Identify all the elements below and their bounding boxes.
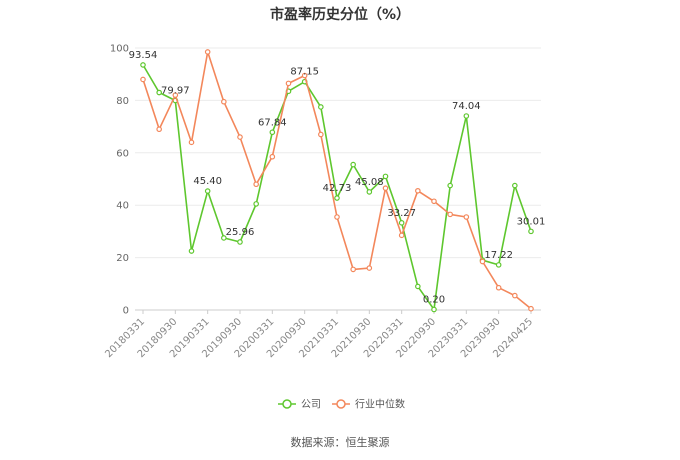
legend-label: 行业中位数 xyxy=(355,398,405,411)
data-point xyxy=(221,98,227,105)
y-tick-label: 20 xyxy=(116,253,129,264)
data-label: 67.84 xyxy=(258,117,287,128)
data-point xyxy=(140,62,146,68)
data-point xyxy=(269,129,276,136)
data-point xyxy=(463,113,470,119)
data-point xyxy=(447,211,453,218)
data-point xyxy=(156,126,162,133)
data-point xyxy=(479,258,486,265)
data-label: 42.73 xyxy=(323,183,352,194)
chart-title: 市盈率历史分位（%） xyxy=(269,7,411,23)
data-point xyxy=(253,201,259,207)
data-point xyxy=(285,80,292,87)
data-point xyxy=(301,72,308,79)
data-point xyxy=(334,195,340,201)
data-label: 45.08 xyxy=(355,177,384,188)
data-point xyxy=(237,239,243,245)
data-label: 30.01 xyxy=(517,216,546,227)
legend-swatch-marker xyxy=(336,399,346,409)
data-label: 0.20 xyxy=(423,294,445,305)
data-point xyxy=(382,185,389,191)
data-point xyxy=(204,49,211,55)
data-point xyxy=(156,89,162,96)
y-tick-label: 80 xyxy=(116,96,129,107)
data-point xyxy=(495,262,502,268)
data-point xyxy=(237,134,243,140)
y-tick-label: 100 xyxy=(110,44,129,55)
data-point xyxy=(447,182,453,189)
data-point xyxy=(398,220,405,226)
data-point xyxy=(366,265,373,271)
data-point xyxy=(528,305,534,312)
legend-label: 公司 xyxy=(301,400,321,411)
legend-swatch-marker xyxy=(282,399,292,409)
data-point xyxy=(221,235,227,241)
y-tick-label: 60 xyxy=(116,148,129,159)
data-point xyxy=(463,214,470,220)
data-point xyxy=(528,228,534,235)
data-label: 17.22 xyxy=(484,250,513,261)
y-tick-label: 40 xyxy=(116,201,129,212)
data-point xyxy=(495,284,502,291)
data-label: 79.97 xyxy=(161,85,190,96)
data-point xyxy=(172,92,179,98)
data-point xyxy=(253,181,259,188)
data-label: 45.40 xyxy=(193,176,222,187)
data-point xyxy=(350,161,356,168)
data-point xyxy=(318,104,324,110)
data-label: 93.54 xyxy=(129,50,158,61)
source-note: 数据来源：恒生聚源 xyxy=(290,436,390,449)
data-point xyxy=(431,198,437,205)
data-point xyxy=(512,292,518,299)
data-point xyxy=(415,187,421,194)
data-point xyxy=(188,139,195,146)
data-label: 87.15 xyxy=(290,67,319,78)
data-point xyxy=(204,188,211,194)
data-point xyxy=(269,153,276,160)
data-label: 74.04 xyxy=(452,101,481,112)
data-label: 25.96 xyxy=(226,227,255,238)
data-point xyxy=(431,306,437,313)
data-point xyxy=(350,266,356,273)
data-point xyxy=(382,173,389,180)
y-tick-label: 0 xyxy=(123,306,129,317)
data-point xyxy=(140,76,146,83)
data-point xyxy=(512,182,518,189)
data-point xyxy=(415,283,421,290)
data-point xyxy=(334,214,340,220)
data-point xyxy=(366,189,373,195)
data-point xyxy=(398,232,405,239)
data-point xyxy=(318,131,324,138)
data-label: 33.27 xyxy=(387,208,416,219)
data-point xyxy=(188,248,195,254)
